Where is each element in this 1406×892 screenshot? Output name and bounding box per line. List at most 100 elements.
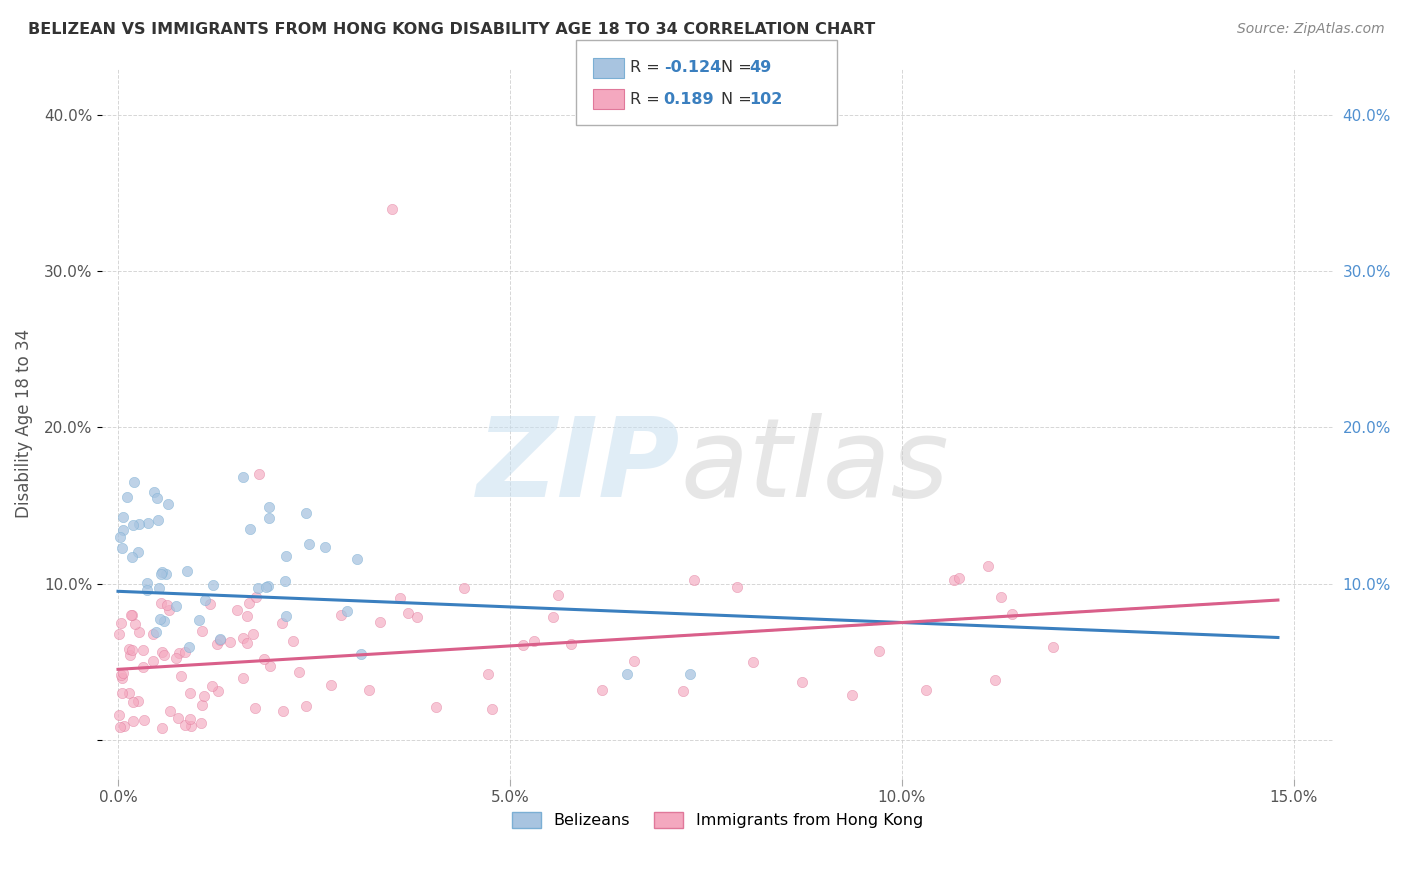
Point <box>156 599 179 613</box>
Point <box>276 549 298 564</box>
Point <box>176 565 198 579</box>
Point <box>207 684 229 698</box>
Point <box>1042 640 1064 654</box>
Point <box>200 680 222 694</box>
Point <box>191 624 214 638</box>
Point <box>547 588 569 602</box>
Point <box>121 549 143 564</box>
Point <box>297 537 319 551</box>
Point <box>121 608 143 623</box>
Point <box>368 615 391 630</box>
Point <box>179 686 201 700</box>
Point <box>110 686 132 700</box>
Point <box>121 643 143 657</box>
Point <box>112 719 135 733</box>
Text: ZIP: ZIP <box>477 413 681 520</box>
Point <box>232 671 254 685</box>
Point <box>245 590 267 604</box>
Point <box>111 671 134 685</box>
Point <box>381 202 404 216</box>
Point <box>118 642 141 657</box>
Point <box>122 517 145 532</box>
Point <box>523 633 546 648</box>
Point <box>128 516 150 531</box>
Text: 102: 102 <box>749 92 783 106</box>
Point <box>142 627 165 641</box>
Point <box>152 648 174 662</box>
Point <box>120 648 142 662</box>
Point <box>112 666 135 681</box>
Point <box>236 635 259 649</box>
Point <box>142 654 165 668</box>
Point <box>254 580 277 594</box>
Point <box>155 566 177 581</box>
Point <box>314 540 336 554</box>
Point <box>481 702 503 716</box>
Point <box>295 699 318 714</box>
Point <box>396 606 419 620</box>
Point <box>359 683 381 698</box>
Point <box>111 541 134 556</box>
Point <box>201 577 224 591</box>
Point <box>914 683 936 698</box>
Point <box>194 593 217 607</box>
Text: Source: ZipAtlas.com: Source: ZipAtlas.com <box>1237 22 1385 37</box>
Point <box>187 613 209 627</box>
Point <box>209 632 232 646</box>
Point <box>541 610 564 624</box>
Point <box>868 644 890 658</box>
Point <box>274 609 297 624</box>
Point <box>295 506 318 520</box>
Point <box>239 522 262 536</box>
Point <box>257 579 280 593</box>
Text: N =: N = <box>721 61 758 75</box>
Point <box>1001 607 1024 621</box>
Point <box>157 602 180 616</box>
Point <box>167 646 190 660</box>
Text: -0.124: -0.124 <box>664 61 721 75</box>
Point <box>120 607 142 622</box>
Point <box>329 608 352 623</box>
Point <box>616 667 638 681</box>
Point <box>287 665 309 680</box>
Point <box>107 627 129 641</box>
Point <box>283 633 305 648</box>
Point <box>146 513 169 527</box>
Text: 0.189: 0.189 <box>664 92 714 106</box>
Text: N =: N = <box>721 92 758 106</box>
Point <box>790 674 813 689</box>
Point <box>124 475 146 489</box>
Point <box>143 485 166 500</box>
Point <box>349 648 371 662</box>
Point <box>127 694 149 708</box>
Point <box>132 659 155 673</box>
Point <box>242 626 264 640</box>
Point <box>977 559 1000 574</box>
Point <box>247 467 270 482</box>
Point <box>118 686 141 700</box>
Point <box>389 591 412 605</box>
Point <box>191 698 214 713</box>
Point <box>232 470 254 484</box>
Point <box>984 673 1007 687</box>
Point <box>136 516 159 531</box>
Point <box>132 642 155 657</box>
Point <box>166 711 188 725</box>
Point <box>193 689 215 703</box>
Point <box>111 524 134 538</box>
Point <box>108 720 131 734</box>
Y-axis label: Disability Age 18 to 34: Disability Age 18 to 34 <box>15 329 32 518</box>
Point <box>200 597 222 611</box>
Point <box>591 683 613 698</box>
Text: R =: R = <box>630 92 665 106</box>
Point <box>205 636 228 650</box>
Point <box>153 614 176 628</box>
Point <box>512 639 534 653</box>
Point <box>135 582 157 597</box>
Point <box>150 566 173 580</box>
Point <box>274 574 297 588</box>
Point <box>156 497 179 511</box>
Point <box>111 509 134 524</box>
Point <box>257 500 280 514</box>
Point <box>149 596 172 610</box>
